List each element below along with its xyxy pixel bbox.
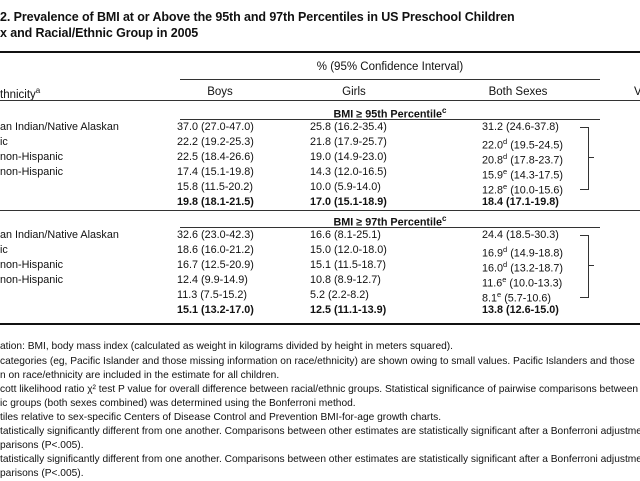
girls-cell: 15.0 (12.0-18.0) (310, 244, 387, 256)
footnote-line: cott likelihood ratio χ² test P value fo… (0, 384, 639, 395)
footnote-line: parisons (P<.005). (0, 468, 84, 479)
ethnicity-column-header: thnicitya (0, 86, 41, 101)
girls-cell: 14.3 (12.0-16.5) (310, 166, 387, 178)
boys-total-cell: 15.1 (13.2-17.0) (177, 304, 254, 316)
boys-cell: 32.6 (23.0-42.3) (177, 229, 254, 241)
both-cell: 12.8e (10.0-15.6) (482, 182, 564, 197)
header-rule (0, 100, 640, 101)
both-cell: 24.4 (18.5-30.3) (482, 229, 559, 241)
section-2-rule (180, 227, 600, 228)
girls-column-header: Girls (342, 86, 366, 98)
section-2-label: BMI ≥ 97th Percentilec (333, 214, 447, 229)
boys-cell: 11.3 (7.5-15.2) (177, 289, 248, 301)
both-sexes-column-header: Both Sexes (488, 86, 548, 98)
girls-cell: 15.1 (11.5-18.7) (310, 259, 387, 271)
section-divider (0, 210, 640, 211)
girls-total-cell: 17.0 (15.1-18.9) (310, 196, 387, 208)
girls-cell: 16.6 (8.1-25.1) (310, 229, 381, 241)
footnote-line: n on race/ethnicity are included in the … (0, 370, 280, 381)
footnote-line: parisons (P<.005). (0, 440, 84, 451)
girls-cell: 25.8 (16.2-35.4) (310, 121, 387, 133)
bottom-rule (0, 323, 640, 325)
girls-cell: 10.0 (5.9-14.0) (310, 181, 381, 193)
footnote-line: ic groups (both sexes combined) was dete… (0, 398, 356, 409)
row-group-label: ic (0, 244, 8, 256)
girls-cell: 21.8 (17.9-25.7) (310, 136, 387, 148)
girls-cell: 5.2 (2.2-8.2) (310, 289, 369, 301)
row-group-label: non-Hispanic (0, 259, 64, 271)
row-group-label: non-Hispanic (0, 151, 64, 163)
both-cell: 16.0d (13.2-18.7) (482, 260, 564, 275)
boys-cell: 18.6 (16.0-21.2) (177, 244, 254, 256)
comparison-bracket (580, 127, 589, 190)
ci-spanner-header: % (95% Confidence Interval) (316, 61, 464, 73)
section-1-rule (180, 119, 600, 120)
boys-cell: 37.0 (27.0-47.0) (177, 121, 254, 133)
bracket-tick (588, 157, 594, 158)
both-cell: 11.6e (10.0-13.3) (482, 275, 563, 290)
row-group-label: non-Hispanic (0, 166, 64, 178)
partial-right-column-header: V (634, 86, 640, 98)
row-group-label: an Indian/Native Alaskan (0, 121, 119, 133)
footnote-line: tiles relative to sex-specific Centers o… (0, 412, 442, 423)
spanner-rule (180, 79, 600, 80)
footnote-line: tatistically significantly different fro… (0, 426, 640, 437)
boys-cell: 22.5 (18.4-26.6) (177, 151, 254, 163)
both-cell: 15.9e (14.3-17.5) (482, 167, 564, 182)
girls-cell: 19.0 (14.9-23.0) (310, 151, 387, 163)
girls-total-cell: 12.5 (11.1-13.9) (310, 304, 387, 316)
row-group-label: ic (0, 136, 8, 148)
both-cell: 16.9d (14.9-18.8) (482, 245, 564, 260)
both-cell: 20.8d (17.8-23.7) (482, 152, 564, 167)
table-title-line-1: 2. Prevalence of BMI at or Above the 95t… (0, 10, 515, 24)
both-cell: 8.1e (5.7-10.6) (482, 290, 551, 305)
girls-cell: 10.8 (8.9-12.7) (310, 274, 381, 286)
table-title-line-2: x and Racial/Ethnic Group in 2005 (0, 26, 199, 40)
comparison-bracket (580, 235, 589, 298)
footnote-line: tatistically significantly different fro… (0, 454, 640, 465)
row-group-label: an Indian/Native Alaskan (0, 229, 119, 241)
boys-cell: 22.2 (19.2-25.3) (177, 136, 254, 148)
boys-cell: 12.4 (9.9-14.9) (177, 274, 248, 286)
footnote-line: categories (eg, Pacific Islander and tho… (0, 356, 635, 367)
bracket-tick (588, 265, 594, 266)
boys-cell: 17.4 (15.1-19.8) (177, 166, 254, 178)
boys-column-header: Boys (207, 86, 233, 98)
both-total-cell: 13.8 (12.6-15.0) (482, 304, 559, 316)
boys-cell: 15.8 (11.5-20.2) (177, 181, 254, 193)
row-group-label: non-Hispanic (0, 274, 64, 286)
both-cell: 31.2 (24.6-37.8) (482, 121, 559, 133)
boys-total-cell: 19.8 (18.1-21.5) (177, 196, 254, 208)
both-total-cell: 18.4 (17.1-19.8) (482, 196, 559, 208)
top-rule (0, 51, 640, 53)
section-1-label: BMI ≥ 95th Percentilec (333, 106, 447, 121)
footnote-line: ation: BMI, body mass index (calculated … (0, 341, 454, 352)
both-cell: 22.0d (19.5-24.5) (482, 137, 564, 152)
boys-cell: 16.7 (12.5-20.9) (177, 259, 254, 271)
